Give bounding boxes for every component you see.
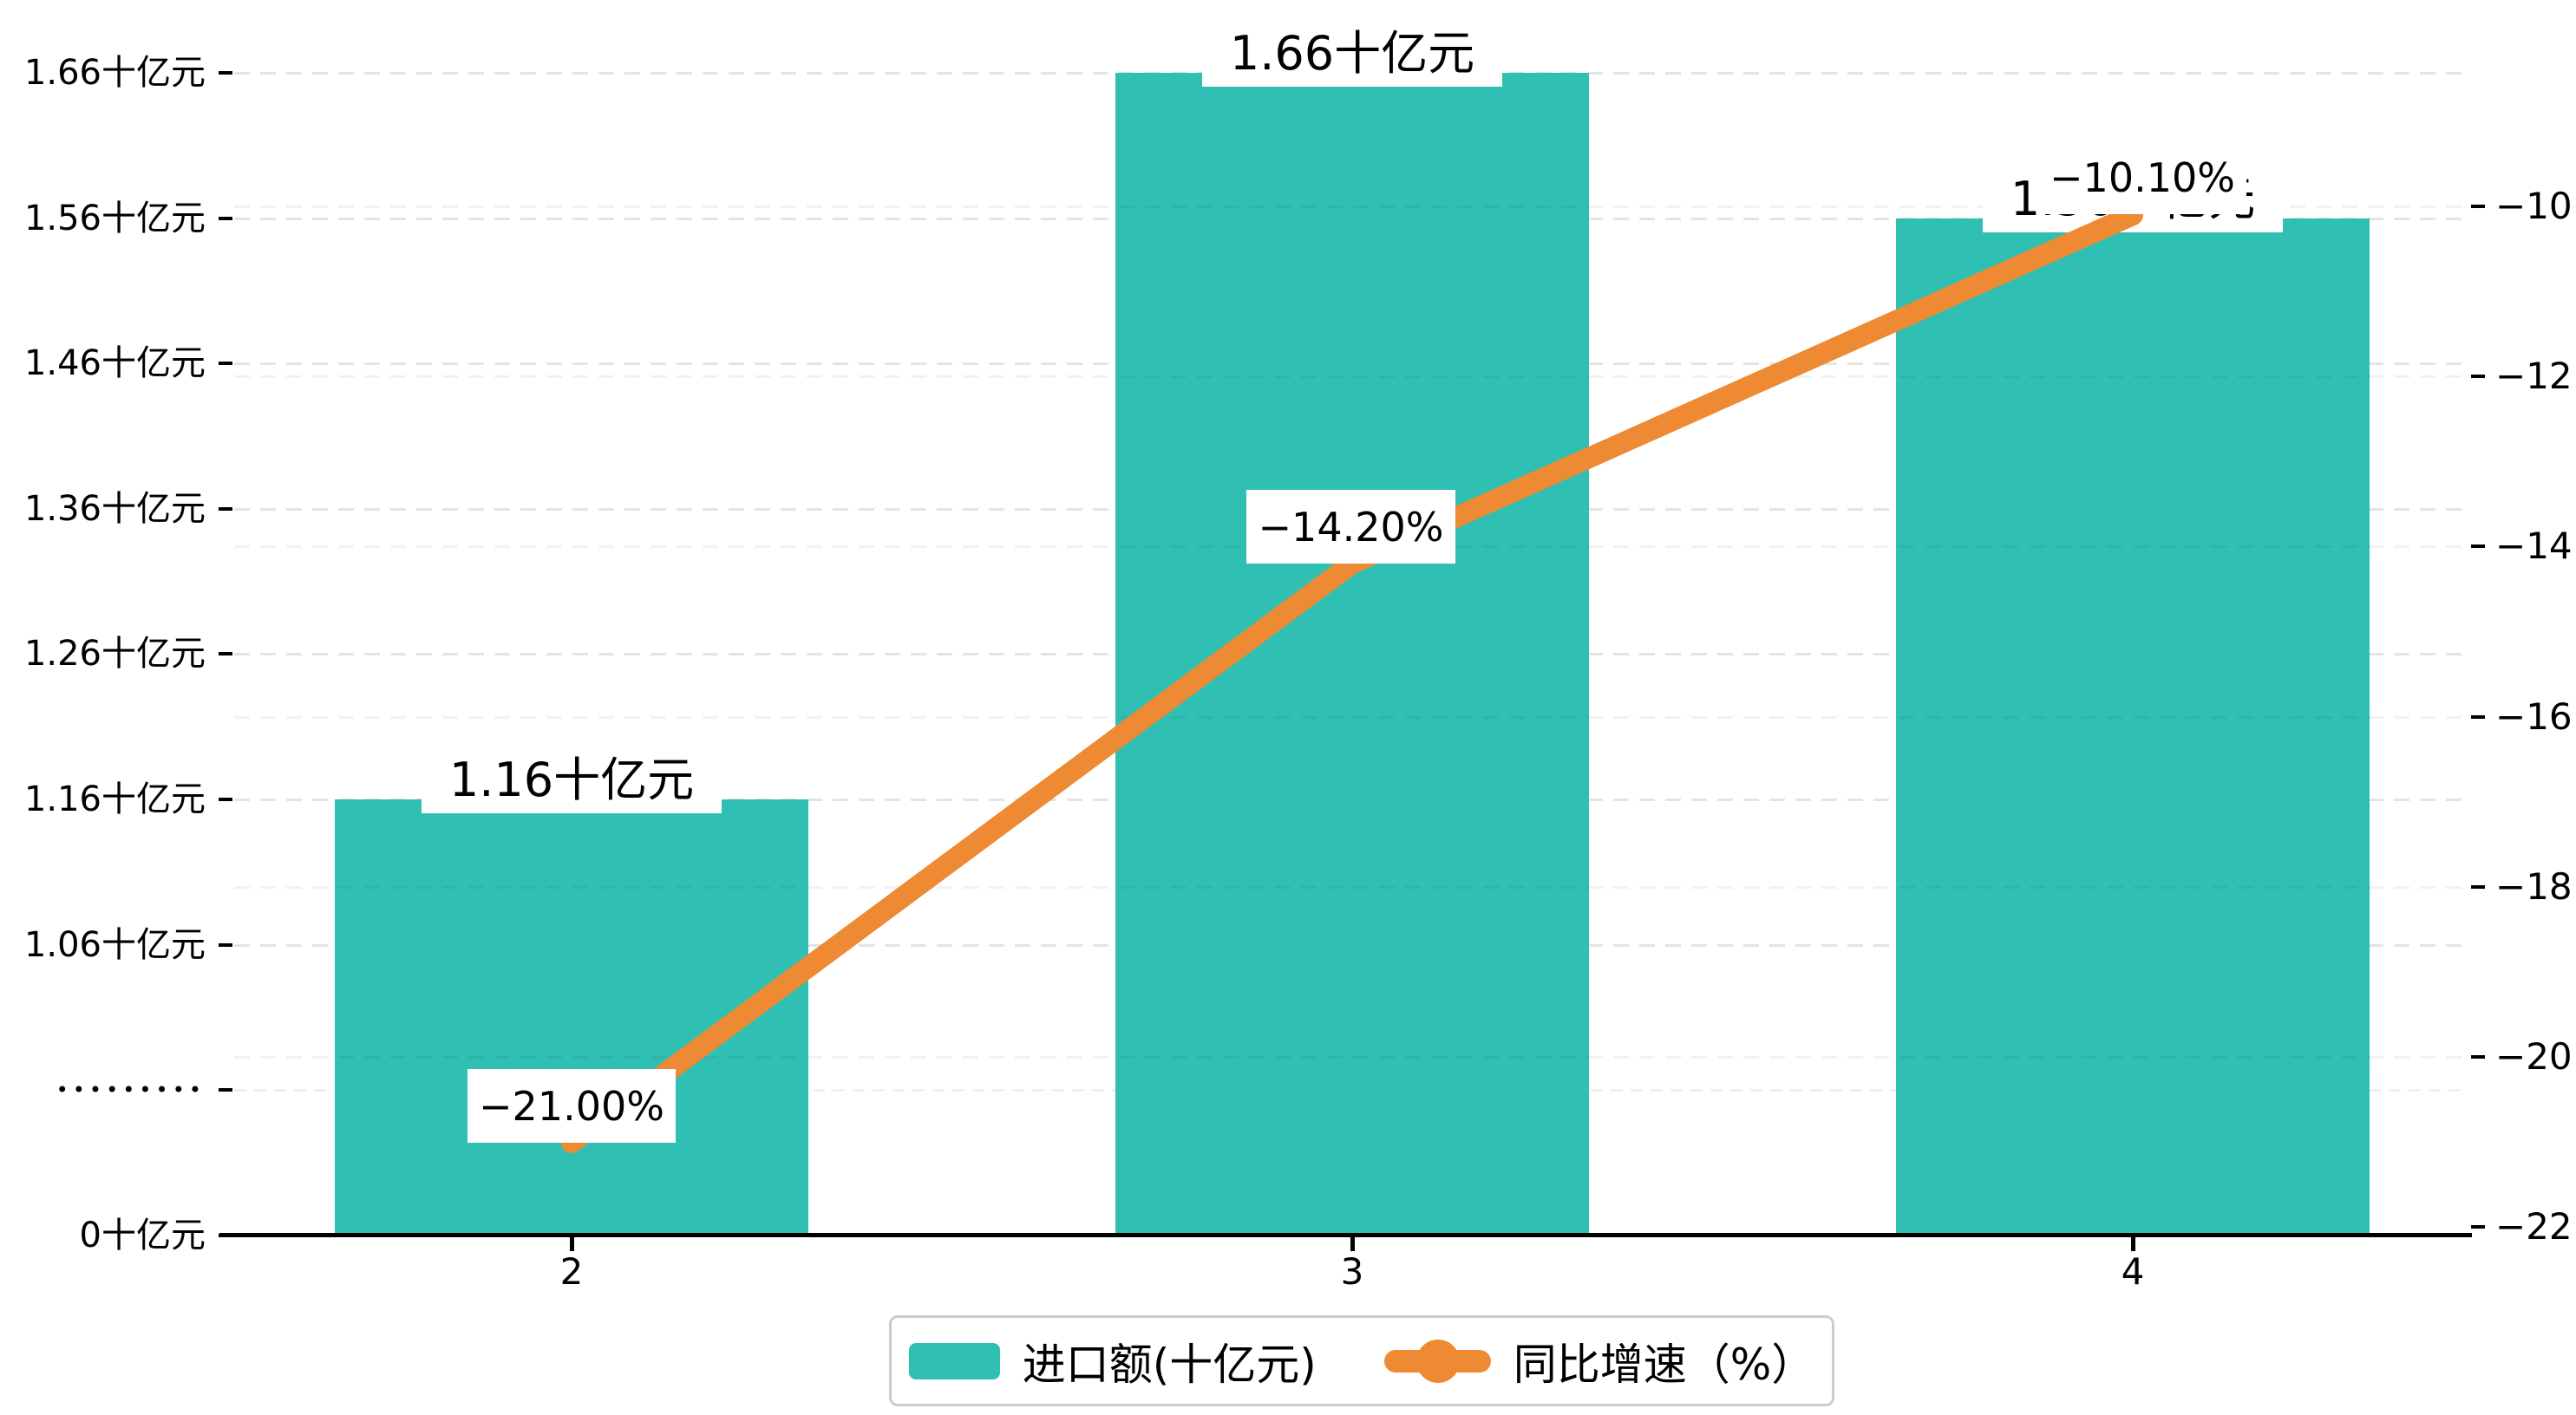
yrtick--18: −18 bbox=[2495, 865, 2573, 908]
growth-line[interactable] bbox=[561, 205, 2143, 1153]
legend: 进口额(十亿元) 同比增速（%） bbox=[889, 1315, 1834, 1406]
legend-label-import: 进口额(十亿元) bbox=[1022, 1339, 1317, 1390]
legend-label-growth: 同比增速（%） bbox=[1513, 1339, 1815, 1390]
yrtick--14: −14 bbox=[2495, 525, 2573, 567]
ytick-1.16: 1.16十亿元 bbox=[23, 779, 206, 819]
yrtick--10: −10 bbox=[2495, 185, 2573, 227]
ytick-0: 0十亿元 bbox=[79, 1216, 206, 1255]
xtick-mark-4 bbox=[2131, 1237, 2135, 1251]
xtick-mark-2 bbox=[570, 1237, 574, 1251]
xtick-label-4: 4 bbox=[2121, 1250, 2145, 1293]
ytick-mark-1.66 bbox=[219, 71, 232, 75]
line-swatch-dot bbox=[1415, 1339, 1460, 1383]
yrtick-mark--12 bbox=[2471, 375, 2485, 378]
gridline-right--16 bbox=[234, 716, 2468, 719]
ytick-axis-break-dots: ••••••••• bbox=[56, 1078, 206, 1102]
xtick-mark-3 bbox=[1350, 1237, 1355, 1251]
ytick-mark-1.36 bbox=[219, 507, 232, 511]
yrtick-mark--16 bbox=[2471, 715, 2485, 719]
bar-import-cat4[interactable] bbox=[1896, 218, 2370, 1233]
gridline-right--12 bbox=[234, 375, 2468, 378]
ytick-mark-1.26 bbox=[219, 652, 232, 655]
line-label-cat3: −14.20% bbox=[1246, 490, 1455, 564]
line-label-cat2: −21.00% bbox=[467, 1069, 676, 1143]
yrtick-mark--20 bbox=[2471, 1055, 2485, 1059]
ytick-1.46: 1.46十亿元 bbox=[23, 343, 206, 383]
bar-import-cat3[interactable] bbox=[1115, 73, 1589, 1233]
bar-label-cat2: 1.16十亿元 bbox=[422, 737, 722, 813]
yrtick--12: −12 bbox=[2495, 355, 2573, 397]
ytick-mark-break bbox=[219, 1088, 232, 1092]
x-axis-line bbox=[219, 1233, 2472, 1237]
ytick-1.36: 1.36十亿元 bbox=[23, 489, 206, 529]
legend-item-import[interactable]: 进口额(十亿元) bbox=[908, 1330, 1317, 1392]
yrtick-mark--10 bbox=[2471, 205, 2485, 208]
gridline-right--18 bbox=[234, 886, 2468, 889]
yrtick-mark--18 bbox=[2471, 885, 2485, 889]
yrtick-mark--14 bbox=[2471, 544, 2485, 548]
legend-item-growth[interactable]: 同比增速（%） bbox=[1383, 1330, 1815, 1392]
gridline-right--20 bbox=[234, 1056, 2468, 1059]
ytick-mark-1.56 bbox=[219, 217, 232, 220]
yrtick--16: −16 bbox=[2495, 695, 2573, 738]
gridline-right--10 bbox=[234, 205, 2468, 208]
bar-swatch-icon bbox=[908, 1342, 1000, 1379]
xtick-label-2: 2 bbox=[559, 1250, 584, 1293]
yrtick--20: −20 bbox=[2495, 1035, 2573, 1078]
yrtick--22: −22 bbox=[2495, 1205, 2573, 1248]
yrtick-mark--22 bbox=[2471, 1225, 2485, 1229]
xtick-label-3: 3 bbox=[1340, 1250, 1364, 1293]
ytick-1.56: 1.56十亿元 bbox=[23, 199, 206, 238]
bar-label-cat3: 1.66十亿元 bbox=[1202, 10, 1502, 87]
line-swatch-icon bbox=[1383, 1339, 1491, 1384]
ytick-mark-1.46 bbox=[219, 362, 232, 365]
ytick-1.66: 1.66十亿元 bbox=[23, 53, 206, 93]
ytick-mark-0 bbox=[219, 1234, 232, 1237]
ytick-mark-1.16 bbox=[219, 798, 232, 801]
ytick-1.06: 1.06十亿元 bbox=[23, 925, 206, 965]
ytick-mark-1.06 bbox=[219, 943, 232, 947]
ytick-1.26: 1.26十亿元 bbox=[23, 634, 206, 674]
line-label-cat4: −10.10% bbox=[2038, 140, 2246, 214]
